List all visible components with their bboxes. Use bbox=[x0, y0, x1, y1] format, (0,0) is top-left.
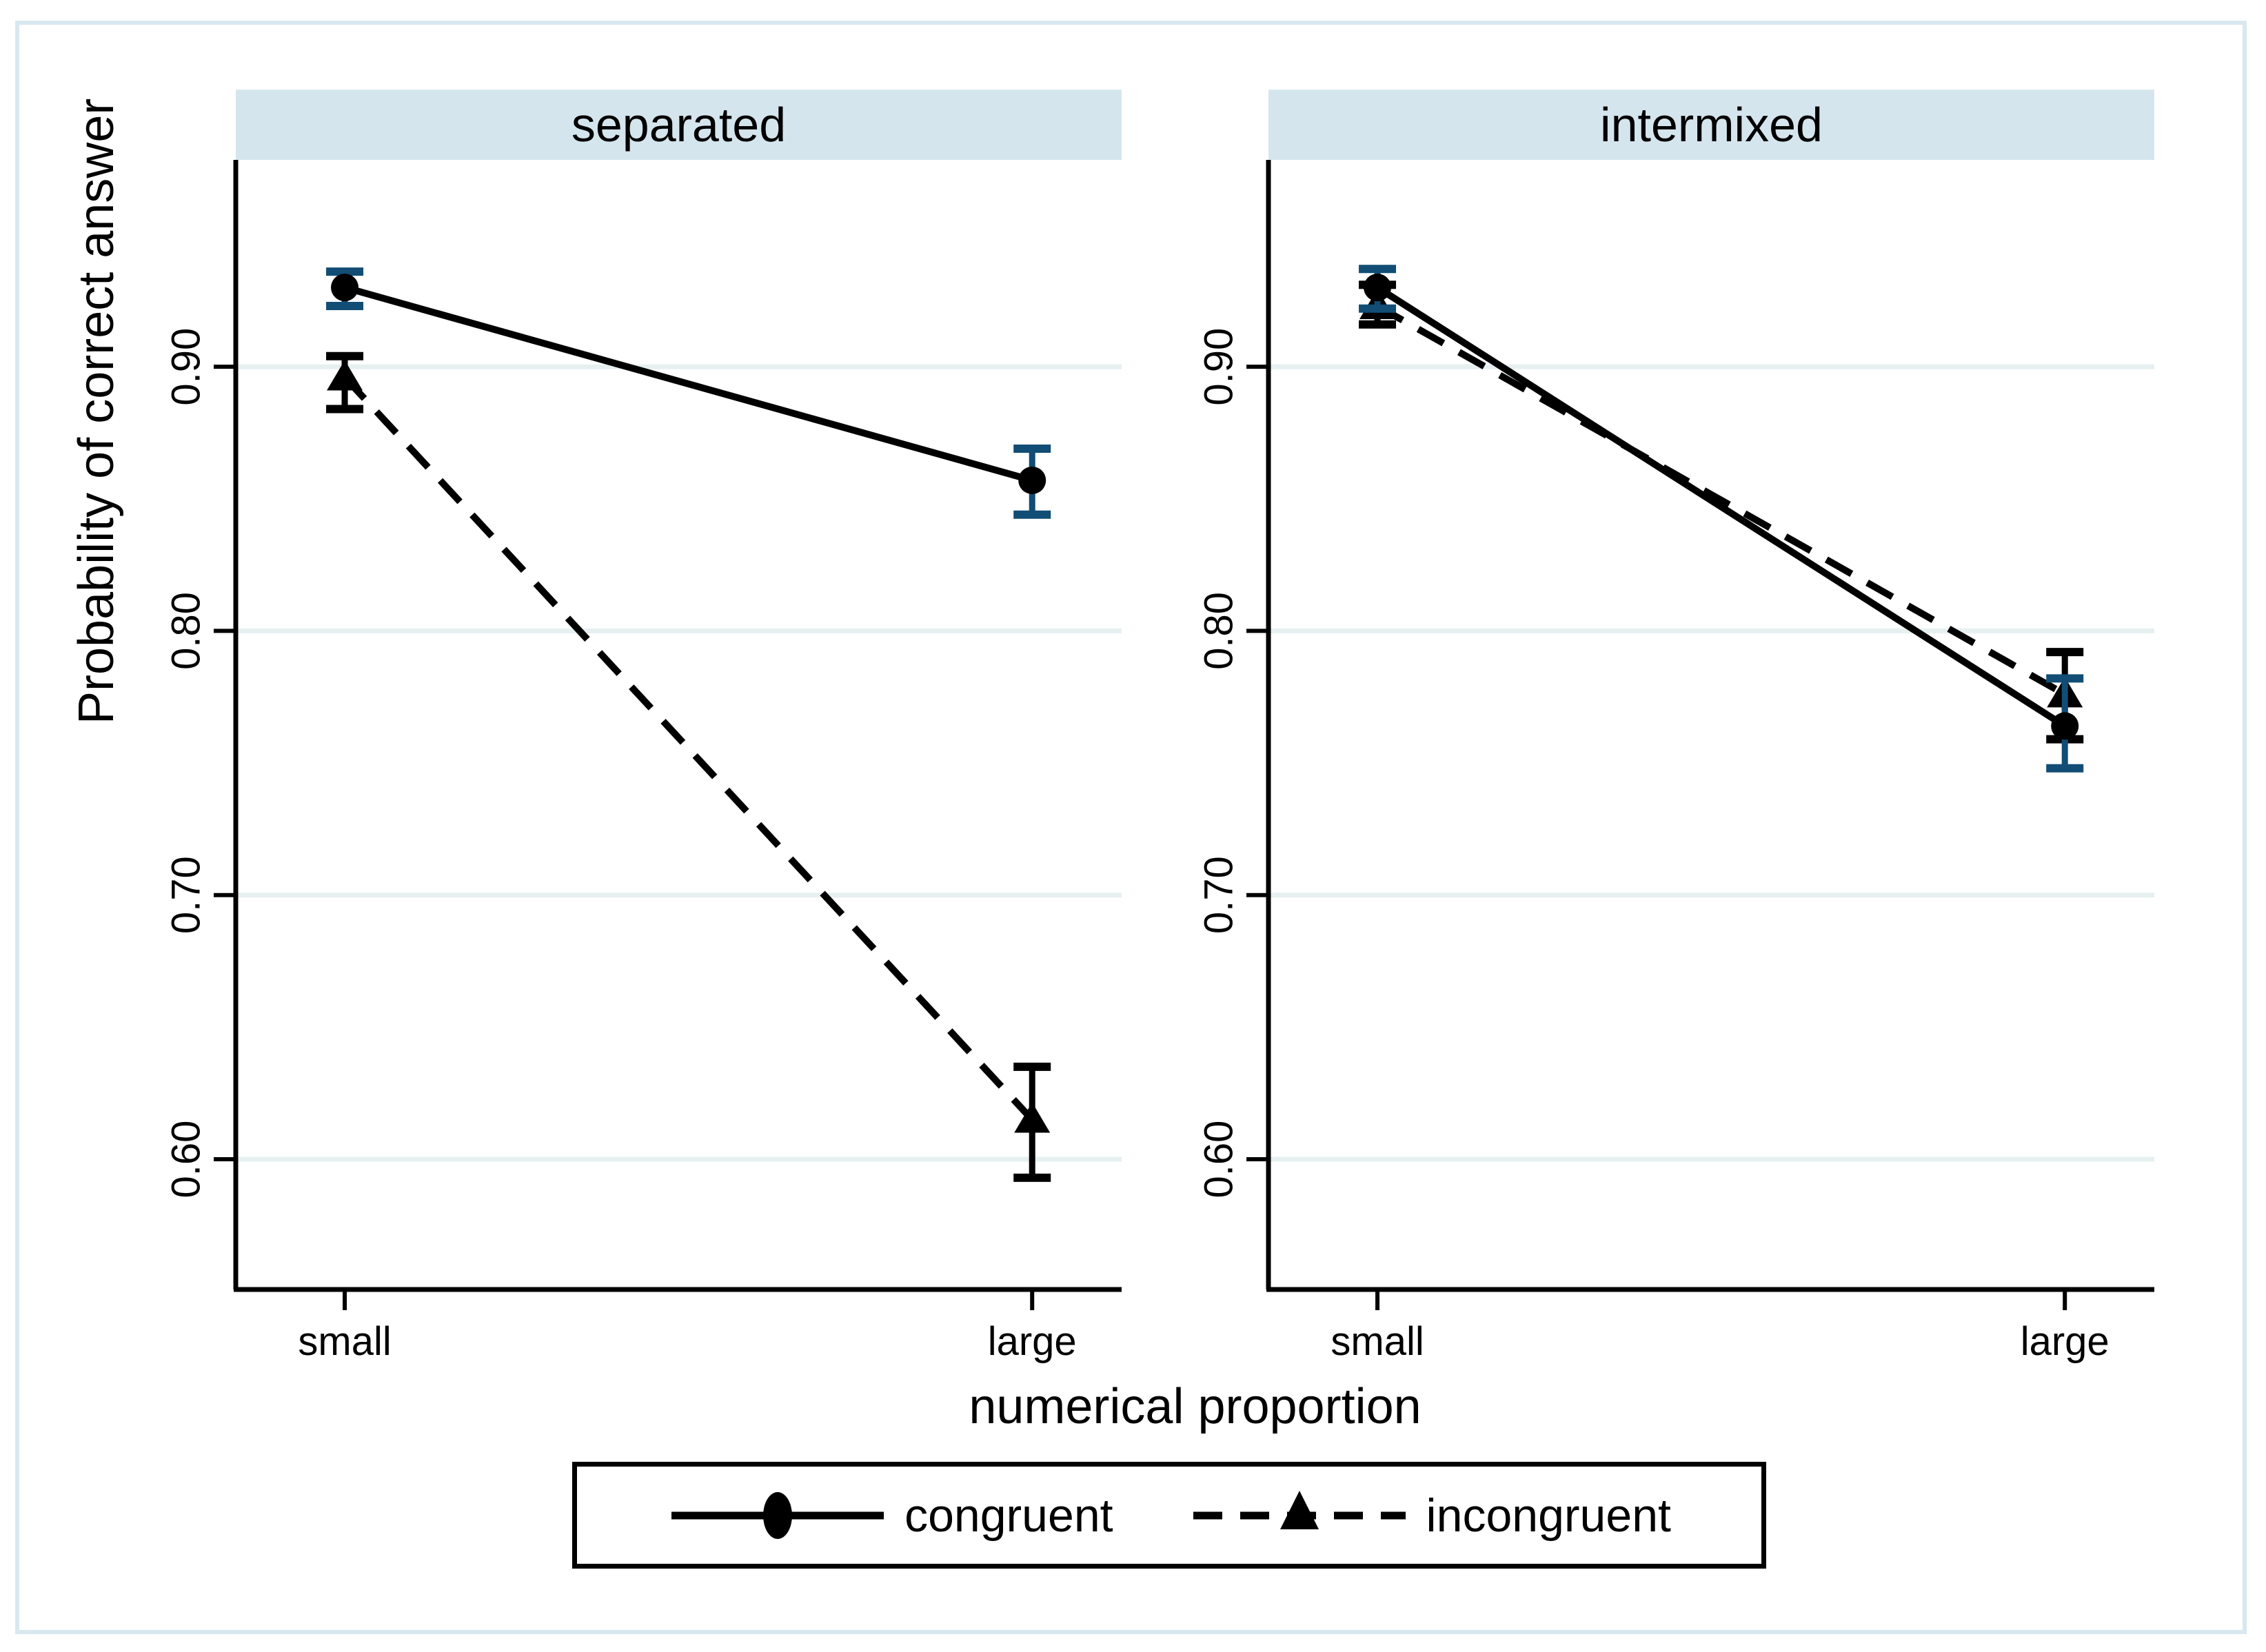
legend-label-incongruent: incongruent bbox=[1426, 1489, 1671, 1542]
figure-border bbox=[15, 21, 2247, 1634]
y-tick-label: 0.90 bbox=[1197, 328, 1242, 406]
panel-title: separated bbox=[571, 98, 787, 152]
incongruent-dashed-triangle-icon bbox=[1193, 1490, 1406, 1529]
series-line-incongruent bbox=[1375, 303, 2067, 697]
y-tick-label: 0.80 bbox=[164, 592, 209, 670]
data-point-triangle-incongruent bbox=[1014, 1102, 1051, 1133]
y-tick-label: 0.90 bbox=[164, 328, 209, 406]
legend-item-congruent: congruent bbox=[667, 1481, 1113, 1550]
series-line-incongruent bbox=[342, 375, 1035, 1122]
data-point-circle-congruent bbox=[2051, 712, 2079, 740]
y-tick-label: 0.60 bbox=[1197, 1121, 1242, 1199]
congruent-line-circle-icon bbox=[671, 1491, 884, 1539]
panel-header-separated: separated bbox=[236, 90, 1122, 160]
x-tick-label: small bbox=[1331, 1319, 1424, 1364]
data-point-circle-congruent bbox=[331, 274, 359, 302]
series-line-congruent bbox=[1375, 284, 2067, 729]
legend-label-congruent: congruent bbox=[904, 1489, 1113, 1542]
data-point-circle-congruent bbox=[1018, 466, 1046, 494]
y-tick-label: 0.60 bbox=[164, 1121, 209, 1199]
y-tick-label: 0.70 bbox=[164, 856, 209, 934]
legend: congruent incongruent bbox=[572, 1462, 1766, 1569]
panel-title: intermixed bbox=[1600, 98, 1823, 152]
x-tick-label: small bbox=[298, 1319, 391, 1364]
legend-item-incongruent: incongruent bbox=[1189, 1481, 1671, 1550]
y-tick-label: 0.70 bbox=[1197, 856, 1242, 934]
y-tick-label: 0.80 bbox=[1197, 592, 1242, 670]
x-tick-label: large bbox=[988, 1319, 1077, 1364]
data-point-triangle-incongruent bbox=[327, 360, 363, 391]
x-tick-label: large bbox=[2021, 1319, 2110, 1364]
series-line-congruent bbox=[343, 284, 1033, 484]
x-axis-title: numerical proportion bbox=[969, 1379, 1422, 1434]
panel-header-intermixed: intermixed bbox=[1268, 90, 2154, 160]
data-point-circle-congruent bbox=[1364, 274, 1392, 302]
